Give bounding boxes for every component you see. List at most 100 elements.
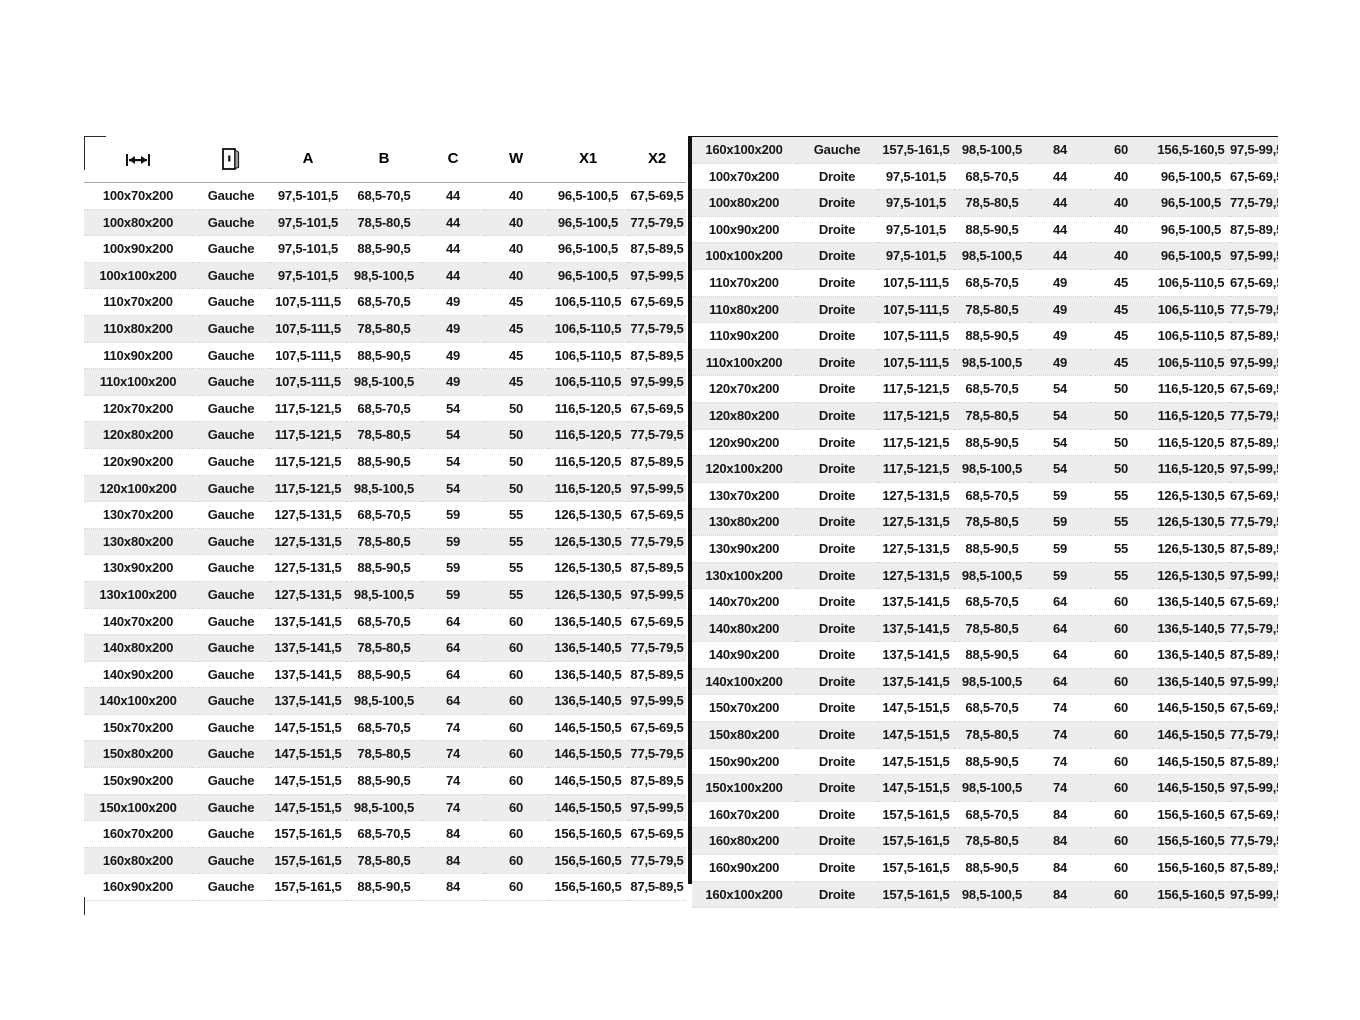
cell-hand: Gauche bbox=[192, 395, 270, 423]
table-row[interactable]: 110x80x200 Droite 107,5-111,5 78,5-80,5 49 45… bbox=[692, 296, 1278, 324]
cell-x2: 67,5-69,5 bbox=[628, 501, 686, 529]
table-row[interactable]: 130x80x200 Gauche 127,5-131,5 78,5-80,5 59 55… bbox=[84, 528, 686, 556]
cell-b: 68,5-70,5 bbox=[346, 182, 422, 210]
cell-w: 40 bbox=[484, 182, 548, 210]
table-row[interactable]: 100x80x200 Gauche 97,5-101,5 78,5-80,5 44 40 9… bbox=[84, 209, 686, 237]
table-row[interactable]: 120x90x200 Droite 117,5-121,5 88,5-90,5 54 50… bbox=[692, 429, 1278, 457]
table-row[interactable]: 120x100x200 Gauche 117,5-121,5 98,5-100,5 54… bbox=[84, 475, 686, 503]
table-row[interactable]: 110x80x200 Gauche 107,5-111,5 78,5-80,5 49 45… bbox=[84, 315, 686, 343]
table-row[interactable]: 140x70x200 Gauche 137,5-141,5 68,5-70,5 64 60… bbox=[84, 608, 686, 636]
cell-size: 140x80x200 bbox=[692, 615, 796, 643]
table-row[interactable]: 120x100x200 Droite 117,5-121,5 98,5-100,5 54… bbox=[692, 455, 1278, 483]
cell-x1: 146,5-150,5 bbox=[1152, 694, 1230, 723]
table-row[interactable]: 130x70x200 Gauche 127,5-131,5 68,5-70,5 59 55… bbox=[84, 501, 686, 529]
cell-c: 54 bbox=[422, 395, 484, 423]
cell-c: 64 bbox=[422, 634, 484, 662]
table-row[interactable]: 110x100x200 Gauche 107,5-111,5 98,5-100,5 49… bbox=[84, 368, 686, 396]
table-row[interactable]: 130x100x200 Gauche 127,5-131,5 98,5-100,5 59… bbox=[84, 581, 686, 609]
table-row[interactable]: 140x70x200 Droite 137,5-141,5 68,5-70,5 64 60… bbox=[692, 588, 1278, 616]
cell-size: 100x90x200 bbox=[692, 216, 796, 244]
cell-w: 60 bbox=[484, 820, 548, 848]
table-row[interactable]: 110x100x200 Droite 107,5-111,5 98,5-100,5 49… bbox=[692, 349, 1278, 377]
cell-w: 55 bbox=[484, 554, 548, 582]
table-row[interactable]: 110x70x200 Gauche 107,5-111,5 68,5-70,5 49 45… bbox=[84, 288, 686, 316]
table-row[interactable]: 140x100x200 Droite 137,5-141,5 98,5-100,5 64… bbox=[692, 668, 1278, 696]
cell-x1: 116,5-120,5 bbox=[548, 421, 628, 449]
cell-a: 97,5-101,5 bbox=[878, 189, 954, 217]
cell-w: 50 bbox=[484, 395, 548, 423]
cell-c: 54 bbox=[1030, 429, 1090, 457]
cell-w: 55 bbox=[484, 501, 548, 529]
table-row[interactable]: 160x70x200 Gauche 157,5-161,5 68,5-70,5 84 60… bbox=[84, 820, 686, 848]
cell-hand: Gauche bbox=[192, 634, 270, 662]
cell-w: 60 bbox=[1090, 774, 1152, 802]
table-row[interactable]: 120x70x200 Droite 117,5-121,5 68,5-70,5 54 50… bbox=[692, 375, 1278, 403]
cell-x2: 87,5-89,5 bbox=[628, 448, 686, 476]
cell-x1: 116,5-120,5 bbox=[548, 395, 628, 423]
table-row[interactable]: 160x100x200 Droite 157,5-161,5 98,5-100,5 84… bbox=[692, 881, 1278, 909]
cell-x1: 106,5-110,5 bbox=[1152, 269, 1230, 297]
cell-size: 130x70x200 bbox=[692, 482, 796, 510]
table-row[interactable]: 150x90x200 Droite 147,5-151,5 88,5-90,5 74 60… bbox=[692, 748, 1278, 776]
table-row[interactable]: 100x100x200 Droite 97,5-101,5 98,5-100,5 44 4… bbox=[692, 242, 1278, 270]
cell-x1: 96,5-100,5 bbox=[548, 182, 628, 210]
table-row[interactable]: 100x90x200 Gauche 97,5-101,5 88,5-90,5 44 40 9… bbox=[84, 235, 686, 263]
cell-x1: 126,5-130,5 bbox=[548, 528, 628, 556]
table-row[interactable]: 100x100x200 Gauche 97,5-101,5 98,5-100,5 44 4… bbox=[84, 262, 686, 290]
table-row[interactable]: 150x70x200 Gauche 147,5-151,5 68,5-70,5 74 60… bbox=[84, 714, 686, 742]
table-row[interactable]: 100x70x200 Gauche 97,5-101,5 68,5-70,5 44 40 9… bbox=[84, 182, 686, 210]
table-row[interactable]: 130x90x200 Droite 127,5-131,5 88,5-90,5 59 55… bbox=[692, 535, 1278, 563]
table-row[interactable]: 160x80x200 Gauche 157,5-161,5 78,5-80,5 84 60… bbox=[84, 847, 686, 875]
table-row[interactable]: 130x70x200 Droite 127,5-131,5 68,5-70,5 59 55… bbox=[692, 482, 1278, 510]
cell-size: 130x90x200 bbox=[84, 554, 192, 582]
table-row[interactable]: 100x70x200 Droite 97,5-101,5 68,5-70,5 44 40 9… bbox=[692, 163, 1278, 191]
cell-a: 107,5-111,5 bbox=[270, 288, 346, 316]
table-row[interactable]: 120x80x200 Droite 117,5-121,5 78,5-80,5 54 50… bbox=[692, 402, 1278, 430]
table-row[interactable]: 130x100x200 Droite 127,5-131,5 98,5-100,5 59… bbox=[692, 562, 1278, 590]
cell-x2: 97,5-99,5 bbox=[628, 794, 686, 822]
table-row[interactable]: 160x90x200 Droite 157,5-161,5 88,5-90,5 84 60… bbox=[692, 854, 1278, 882]
table-row[interactable]: 120x70x200 Gauche 117,5-121,5 68,5-70,5 54 50… bbox=[84, 395, 686, 423]
cell-x1: 96,5-100,5 bbox=[1152, 163, 1230, 191]
table-row[interactable]: 140x90x200 Gauche 137,5-141,5 88,5-90,5 64 60… bbox=[84, 661, 686, 689]
table-row[interactable]: 150x70x200 Droite 147,5-151,5 68,5-70,5 74 60… bbox=[692, 694, 1278, 723]
cell-w: 60 bbox=[484, 661, 548, 689]
table-row[interactable]: 150x80x200 Gauche 147,5-151,5 78,5-80,5 74 60… bbox=[84, 740, 686, 769]
table-row[interactable]: 110x70x200 Droite 107,5-111,5 68,5-70,5 49 45… bbox=[692, 269, 1278, 297]
cell-a: 117,5-121,5 bbox=[270, 395, 346, 423]
table-row[interactable]: 150x90x200 Gauche 147,5-151,5 88,5-90,5 74 60… bbox=[84, 767, 686, 795]
cell-x1: 106,5-110,5 bbox=[1152, 296, 1230, 324]
cell-size: 100x90x200 bbox=[84, 235, 192, 263]
table-row[interactable]: 130x90x200 Gauche 127,5-131,5 88,5-90,5 59 55… bbox=[84, 554, 686, 582]
table-row[interactable]: 140x80x200 Droite 137,5-141,5 78,5-80,5 64 60… bbox=[692, 615, 1278, 643]
table-row[interactable]: 150x80x200 Droite 147,5-151,5 78,5-80,5 74 60… bbox=[692, 721, 1278, 749]
cell-x2: 87,5-89,5 bbox=[628, 342, 686, 370]
table-row[interactable]: 140x100x200 Gauche 137,5-141,5 98,5-100,5 64… bbox=[84, 687, 686, 715]
cell-x2: 77,5-79,5 bbox=[1230, 508, 1278, 536]
table-row[interactable]: 140x90x200 Droite 137,5-141,5 88,5-90,5 64 60… bbox=[692, 641, 1278, 669]
cell-w: 45 bbox=[484, 315, 548, 343]
table-row[interactable]: 140x80x200 Gauche 137,5-141,5 78,5-80,5 64 60… bbox=[84, 634, 686, 662]
table-row[interactable]: 160x80x200 Droite 157,5-161,5 78,5-80,5 84 60… bbox=[692, 827, 1278, 856]
right-table-body: 160x100x200 Gauche 157,5-161,5 98,5-100,5 84… bbox=[692, 136, 1278, 909]
cell-x2: 87,5-89,5 bbox=[1230, 429, 1278, 457]
cell-a: 127,5-131,5 bbox=[270, 554, 346, 582]
bracket-tick-top-left bbox=[84, 136, 85, 170]
cell-hand: Gauche bbox=[192, 528, 270, 556]
cell-a: 97,5-101,5 bbox=[270, 182, 346, 210]
cell-hand: Gauche bbox=[192, 235, 270, 263]
table-row[interactable]: 160x70x200 Droite 157,5-161,5 68,5-70,5 84 60… bbox=[692, 801, 1278, 829]
table-row[interactable]: 120x90x200 Gauche 117,5-121,5 88,5-90,5 54 50… bbox=[84, 448, 686, 476]
table-row[interactable]: 100x90x200 Droite 97,5-101,5 88,5-90,5 44 40 9… bbox=[692, 216, 1278, 244]
table-row[interactable]: 160x100x200 Gauche 157,5-161,5 98,5-100,5 84… bbox=[692, 136, 1278, 164]
table-row[interactable]: 100x80x200 Droite 97,5-101,5 78,5-80,5 44 40 9… bbox=[692, 189, 1278, 217]
cell-hand: Droite bbox=[796, 535, 878, 563]
table-row[interactable]: 110x90x200 Droite 107,5-111,5 88,5-90,5 49 45… bbox=[692, 322, 1278, 350]
cell-x2: 97,5-99,5 bbox=[628, 581, 686, 609]
table-row[interactable]: 160x90x200 Gauche 157,5-161,5 88,5-90,5 84 60… bbox=[84, 873, 686, 902]
table-row[interactable]: 150x100x200 Gauche 147,5-151,5 98,5-100,5 74… bbox=[84, 794, 686, 822]
table-row[interactable]: 130x80x200 Droite 127,5-131,5 78,5-80,5 59 55… bbox=[692, 508, 1278, 536]
table-row[interactable]: 120x80x200 Gauche 117,5-121,5 78,5-80,5 54 50… bbox=[84, 421, 686, 449]
table-row[interactable]: 150x100x200 Droite 147,5-151,5 98,5-100,5 74… bbox=[692, 774, 1278, 802]
table-row[interactable]: 110x90x200 Gauche 107,5-111,5 88,5-90,5 49 45… bbox=[84, 342, 686, 370]
